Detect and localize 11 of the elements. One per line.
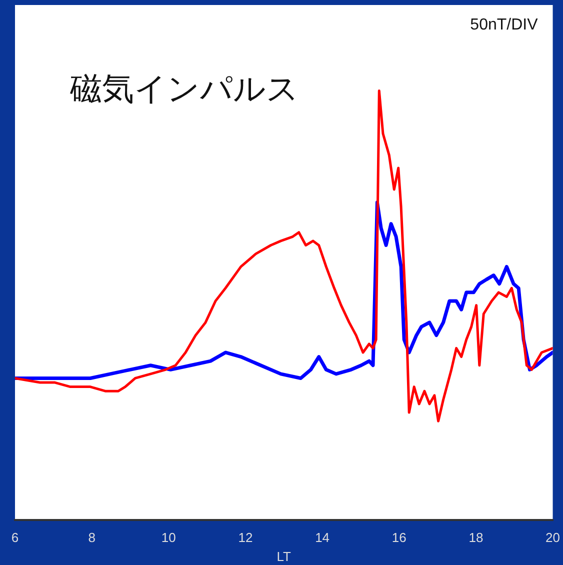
x-tick-label: 6 — [11, 530, 19, 546]
x-tick-label: 20 — [546, 530, 560, 546]
x-tick-label: 10 — [161, 530, 176, 546]
x-tick-label: 12 — [238, 530, 253, 546]
x-axis-title: LT — [276, 548, 292, 564]
x-tick-label: 18 — [468, 530, 484, 546]
text: 50nT/DIV — [470, 16, 538, 34]
x-tick-label: 16 — [392, 530, 406, 546]
annotation: 磁気インパルス — [69, 69, 299, 108]
x-tick-label: 14 — [315, 530, 330, 546]
x-tick-label: 8 — [88, 530, 96, 546]
